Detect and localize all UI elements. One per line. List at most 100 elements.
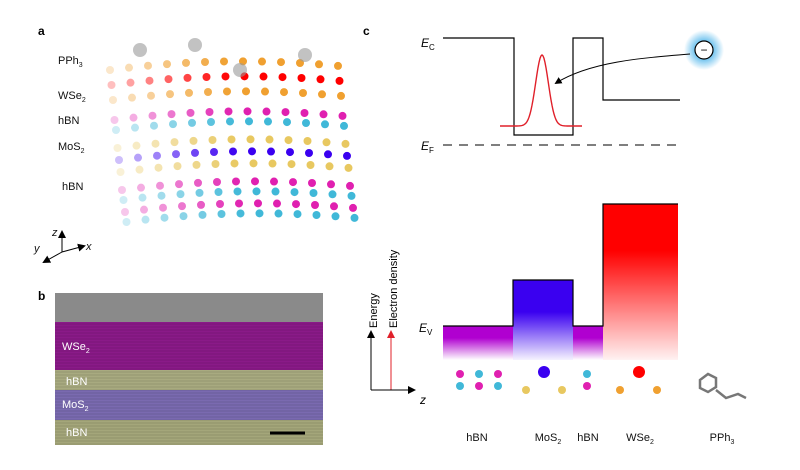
atom <box>107 81 116 89</box>
atom <box>169 120 177 129</box>
atom <box>346 181 354 190</box>
atom <box>583 382 591 390</box>
atom <box>286 148 294 157</box>
atom <box>157 191 166 200</box>
atom <box>113 144 122 152</box>
heterostructure-lattice <box>106 38 359 226</box>
panel-label-b: b <box>38 289 45 303</box>
atom <box>229 147 237 156</box>
atom <box>126 78 135 87</box>
atom <box>340 121 348 130</box>
atom <box>456 370 464 378</box>
atom <box>245 117 253 126</box>
atom <box>109 96 117 104</box>
atom <box>211 160 220 168</box>
electron-icon <box>694 40 714 60</box>
atom <box>331 212 340 221</box>
layer-label: hBN <box>66 427 87 439</box>
atom <box>318 90 326 99</box>
atom <box>208 136 217 144</box>
atom <box>230 159 239 168</box>
ev-label: EV <box>419 321 433 337</box>
atom <box>185 88 193 97</box>
atom <box>616 386 624 394</box>
axis-x-label: x <box>85 241 92 253</box>
atom <box>106 66 114 74</box>
atom <box>135 165 144 174</box>
atom <box>633 366 645 378</box>
atom <box>305 149 313 157</box>
atom <box>205 108 214 116</box>
atom <box>191 148 199 157</box>
atom <box>170 138 179 147</box>
atom <box>195 188 204 197</box>
layer-label: hBN <box>62 181 83 193</box>
layer-label: MoS2 <box>58 141 85 155</box>
atom <box>151 139 160 148</box>
atom <box>173 162 182 171</box>
atom <box>160 213 169 222</box>
panel-c: c EC EF − EV Energy Electron density z h… <box>363 24 747 446</box>
atom <box>268 159 277 168</box>
atom <box>182 58 190 67</box>
atom <box>224 107 233 116</box>
panel-label-a: a <box>38 24 45 38</box>
atom <box>217 210 226 218</box>
atom <box>227 135 236 144</box>
atom <box>144 61 152 70</box>
atom <box>236 209 245 218</box>
atom <box>274 209 283 218</box>
atom <box>138 193 147 202</box>
atom <box>150 121 158 130</box>
atom <box>303 137 312 145</box>
atom <box>207 118 215 126</box>
panel-b: b WSe2 hBN MoS2 hBN <box>38 289 323 445</box>
atom <box>115 156 123 164</box>
hbn-band-1 <box>443 326 513 360</box>
layer-label: WSe2 <box>58 90 86 104</box>
mos2-band <box>513 280 573 360</box>
atom <box>337 91 345 100</box>
atom <box>267 147 275 156</box>
atom <box>116 168 125 176</box>
atom <box>233 187 242 196</box>
atom <box>179 212 188 221</box>
atom <box>283 118 291 127</box>
atom <box>328 190 337 199</box>
atom <box>281 108 290 117</box>
atom <box>178 202 186 211</box>
panel-label-c: c <box>363 24 370 38</box>
atom <box>163 60 171 69</box>
atom <box>494 382 502 390</box>
atom <box>494 370 502 378</box>
material-label: WSe2 <box>626 432 654 446</box>
atom <box>194 178 202 187</box>
atom <box>202 73 211 81</box>
atom <box>338 111 347 120</box>
atom <box>153 151 161 160</box>
atom <box>293 210 302 219</box>
transfer-arrow <box>554 53 691 84</box>
atom <box>300 109 309 117</box>
atomic-structures <box>456 366 747 400</box>
ef-label: EF <box>421 139 434 155</box>
atom <box>242 87 250 96</box>
atom <box>327 180 335 189</box>
atom <box>289 178 297 187</box>
material-label: hBN <box>466 432 487 444</box>
atom <box>280 88 288 97</box>
atom <box>166 90 174 99</box>
pph3-molecule <box>233 63 247 77</box>
atom <box>258 57 266 66</box>
layer-label: WSe2 <box>62 341 90 355</box>
atom <box>164 75 173 84</box>
atom <box>262 107 271 116</box>
atom <box>292 200 300 209</box>
atom <box>308 179 316 187</box>
atom <box>156 181 164 190</box>
atom <box>213 178 221 186</box>
axis-z-label: z <box>51 227 58 239</box>
atom <box>131 123 139 132</box>
atom <box>128 93 136 102</box>
hbn-band-2 <box>573 326 603 360</box>
